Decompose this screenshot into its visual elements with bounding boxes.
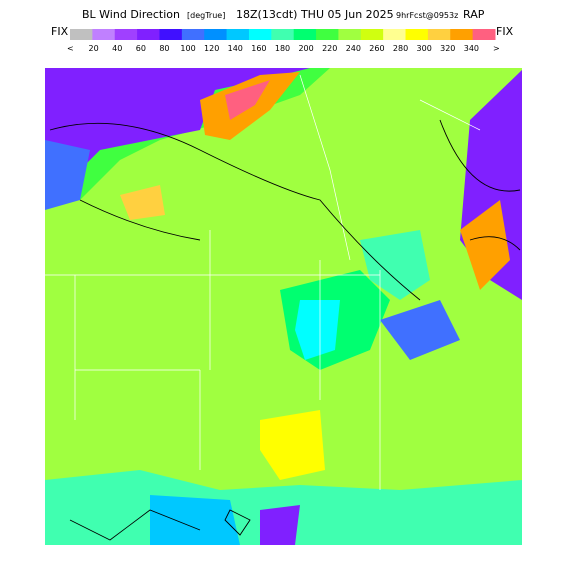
colorbar-label: 320 — [440, 44, 455, 53]
borders — [45, 74, 481, 490]
colorbar-label: 220 — [322, 44, 337, 53]
colorbar-label: 20 — [89, 44, 99, 53]
colorbar-label: 280 — [393, 44, 408, 53]
colorbar-label: 260 — [369, 44, 384, 53]
region-gulf-blue — [150, 495, 240, 545]
units: [degTrue] — [187, 11, 225, 20]
color-swatch — [271, 29, 295, 40]
high-label: > — [493, 44, 500, 53]
region-red — [225, 80, 270, 120]
region-gulf-purple — [260, 505, 300, 545]
color-swatch — [383, 29, 407, 40]
model: RAP — [463, 8, 485, 21]
color-swatch — [293, 29, 317, 40]
colorbar-label: 80 — [159, 44, 169, 53]
color-swatch — [181, 29, 205, 40]
colorbar-label: 140 — [228, 44, 243, 53]
region-yellow — [260, 410, 325, 480]
color-swatch — [70, 29, 93, 40]
color-swatch — [92, 29, 116, 40]
map — [45, 68, 522, 545]
colorbar-label: 180 — [275, 44, 290, 53]
fix-left: FIX — [51, 25, 69, 38]
color-swatch — [338, 29, 362, 40]
region-gold — [120, 185, 165, 220]
color-swatch — [316, 29, 339, 40]
colorbar: FIX FIX < > 20 40 60 80 100 120 140 160 180 200 22… — [51, 25, 514, 53]
region-blue-east — [380, 300, 460, 360]
color-swatch — [114, 29, 138, 40]
colorbar-label: 100 — [180, 44, 195, 53]
color-swatch — [450, 29, 474, 40]
color-swatch — [427, 29, 451, 40]
color-swatch — [405, 29, 429, 40]
color-swatch — [137, 29, 160, 40]
region-orange-east — [460, 200, 510, 290]
forecast: 9hrFcst@0953z — [396, 11, 458, 20]
region-aqua — [360, 230, 430, 300]
region-blue — [45, 140, 90, 210]
colorbar-label: 160 — [251, 44, 266, 53]
colorbar-label: 340 — [464, 44, 479, 53]
color-swatch — [472, 29, 496, 40]
color-swatch — [159, 29, 183, 40]
colorbar-label: 240 — [346, 44, 361, 53]
header: BL Wind Direction [degTrue] 18Z(13cdt) T… — [82, 8, 485, 21]
color-swatch — [248, 29, 272, 40]
colorbar-label: 40 — [112, 44, 122, 53]
title: BL Wind Direction — [82, 8, 180, 21]
color-swatch — [204, 29, 228, 40]
contours — [49, 119, 521, 541]
low-label: < — [67, 44, 74, 53]
colorbar-label: 120 — [204, 44, 219, 53]
time: 18Z(13cdt) THU 05 Jun 2025 — [236, 8, 394, 21]
fix-right: FIX — [496, 25, 514, 38]
colorbar-label: 200 — [298, 44, 313, 53]
colorbar-label: 300 — [417, 44, 432, 53]
region-purple — [45, 68, 310, 170]
color-swatch — [226, 29, 250, 40]
colorbar-label: 60 — [136, 44, 146, 53]
color-swatch — [360, 29, 384, 40]
region-cyan — [295, 300, 340, 360]
